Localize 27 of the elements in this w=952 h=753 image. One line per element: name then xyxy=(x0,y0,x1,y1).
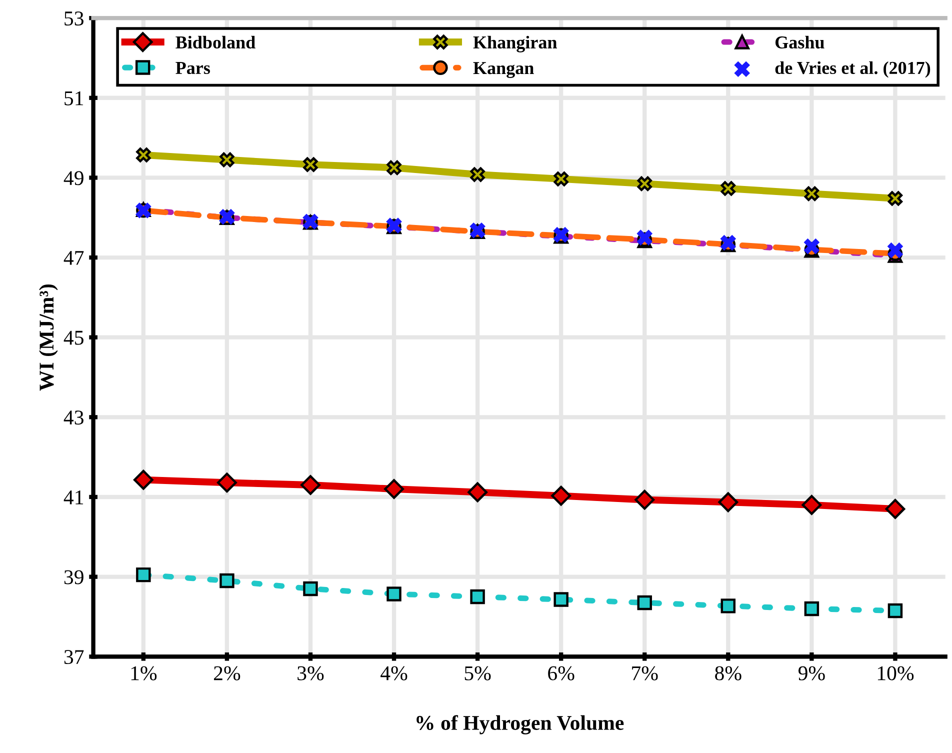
y-tick-label: 51 xyxy=(64,91,84,106)
y-tick-label: 49 xyxy=(64,171,84,186)
x-tick-label: 4% xyxy=(380,666,408,680)
legend-label: Gashu xyxy=(775,36,824,49)
x-tick-label: 1% xyxy=(131,666,157,680)
x-tick-label: 2% xyxy=(214,666,240,680)
legend-label: Khangiran xyxy=(473,36,557,52)
legend-label: de Vries et al. (2017) xyxy=(775,61,930,78)
y-tick-label: 39 xyxy=(64,570,84,584)
y-axis-title: WI (MJ/m³) xyxy=(38,284,58,391)
y-tick-label: 41 xyxy=(64,490,84,504)
x-tick-label: 7% xyxy=(632,666,658,680)
x-axis-title: % of Hydrogen Volume xyxy=(416,715,624,734)
legend-label: Kangan xyxy=(473,62,534,78)
x-tick-label: 10% xyxy=(878,666,914,680)
y-tick-label: 37 xyxy=(64,650,84,664)
x-tick-label: 8% xyxy=(715,666,742,680)
y-tick-label: 47 xyxy=(64,251,84,265)
y-tick-label: 45 xyxy=(64,330,84,345)
legend-label: Pars xyxy=(176,62,210,74)
x-tick-label: 3% xyxy=(298,666,324,680)
y-tick-label: 53 xyxy=(64,12,84,26)
x-tick-label: 5% xyxy=(464,666,491,680)
y-tick-label: 43 xyxy=(64,410,84,425)
x-tick-label: 6% xyxy=(548,666,574,680)
x-tick-label: 9% xyxy=(798,666,825,680)
legend-label: Bidboland xyxy=(176,36,256,49)
